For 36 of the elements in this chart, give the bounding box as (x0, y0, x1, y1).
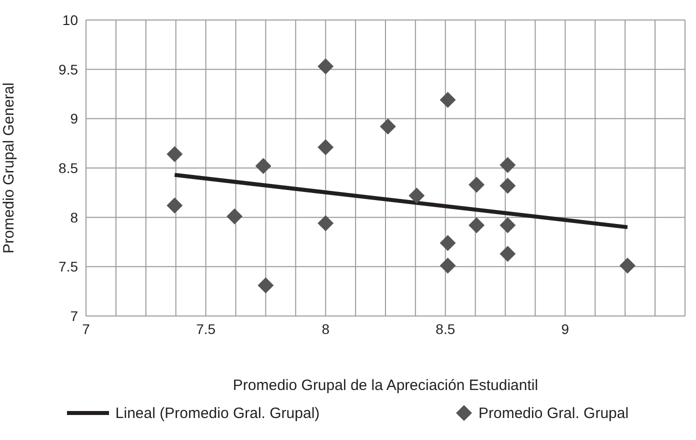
point (619, 258, 636, 274)
point (468, 176, 485, 193)
y-tick-label: 9 (70, 110, 78, 127)
point (318, 215, 334, 232)
point (166, 197, 183, 214)
x-axis-title: Promedio Grupal de la Apreciación Estudiantil (232, 377, 538, 394)
point (468, 217, 485, 234)
point (318, 139, 334, 156)
point (318, 58, 334, 74)
point (258, 277, 274, 294)
x-tick-label: 9 (561, 320, 570, 337)
point (440, 92, 456, 108)
point (380, 118, 396, 135)
y-tick-label: 8.5 (58, 160, 78, 176)
x-tick-label: 8.5 (436, 320, 456, 337)
point (500, 157, 516, 174)
legend-label: Lineal (Promedio Gral. Grupal) (115, 404, 320, 422)
y-tick-label: 10 (62, 12, 78, 28)
y-tick-label: 8 (70, 209, 78, 226)
point (408, 188, 425, 204)
y-tick-label: 9.5 (58, 61, 78, 78)
x-tick-label: 7.5 (196, 320, 216, 337)
x-tick-label: 8 (322, 320, 330, 337)
point (440, 234, 456, 251)
y-tick-label: 7.5 (58, 258, 78, 275)
point (500, 217, 516, 234)
point (255, 158, 272, 174)
point (500, 246, 516, 262)
point (500, 178, 516, 194)
y-tick-label: 7 (70, 308, 78, 324)
x-tick-label: 7 (82, 320, 90, 337)
point (166, 146, 183, 162)
legend-label: Promedio Gral. Grupal (478, 404, 629, 422)
point (440, 258, 456, 274)
y-axis-title: Promedio Grupal General (0, 82, 18, 254)
point (226, 208, 243, 224)
